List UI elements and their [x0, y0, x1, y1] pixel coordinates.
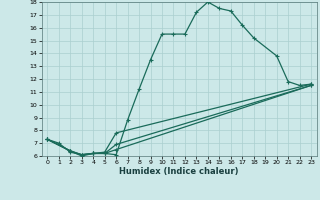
X-axis label: Humidex (Indice chaleur): Humidex (Indice chaleur)	[119, 167, 239, 176]
